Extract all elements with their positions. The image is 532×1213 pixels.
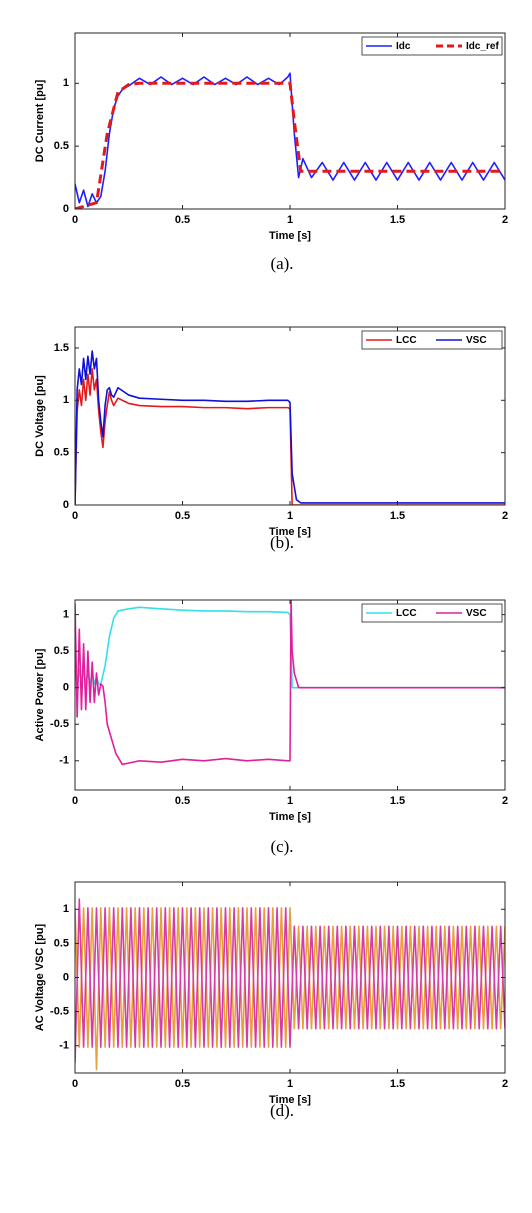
plot-area — [75, 72, 505, 209]
y-axis-label: DC Voltage [pu] — [34, 375, 46, 457]
x-tick-label: 0.5 — [175, 1078, 190, 1090]
x-tick-label: 2 — [502, 1078, 508, 1090]
caption: (d). — [270, 1101, 294, 1120]
x-tick-label: 0 — [72, 510, 78, 522]
legend-label: LCC — [396, 608, 417, 619]
x-tick-label: 1.5 — [390, 214, 405, 226]
y-tick-label: 0 — [63, 499, 69, 511]
y-tick-label: 1 — [63, 609, 69, 621]
y-axis-label: AC Voltage VSC [pu] — [34, 923, 46, 1031]
plot-area — [75, 898, 505, 1071]
y-tick-label: 0 — [63, 971, 69, 983]
series-line — [75, 368, 505, 505]
series-line — [75, 600, 505, 766]
x-axis-label: Time [s] — [269, 230, 311, 242]
axes-frame — [74, 32, 506, 210]
y-tick-label: 0.5 — [54, 140, 69, 152]
legend-box — [361, 330, 503, 350]
x-tick-label: 1 — [287, 510, 293, 522]
legend-label: Idc_ref — [466, 41, 499, 52]
legend-box — [361, 36, 503, 56]
x-tick-label: 0 — [72, 214, 78, 226]
legend-box — [361, 603, 503, 623]
series-line — [75, 72, 505, 208]
x-tick-label: 0 — [72, 1078, 78, 1090]
x-tick-label: 1 — [287, 214, 293, 226]
y-axis-label: Active Power [pu] — [34, 648, 46, 741]
x-axis-label: Time [s] — [269, 526, 311, 538]
series-line — [75, 898, 505, 1063]
x-tick-label: 1.5 — [390, 795, 405, 807]
y-tick-label: 1 — [63, 394, 69, 406]
plot-area — [75, 600, 505, 766]
y-tick-label: 1 — [63, 903, 69, 915]
series-line — [75, 350, 505, 505]
y-tick-label: 0.5 — [54, 937, 69, 949]
y-tick-label: -1 — [59, 1040, 69, 1052]
series-line — [75, 81, 505, 209]
y-tick-label: 0 — [63, 682, 69, 694]
series-line — [75, 907, 505, 1071]
y-tick-label: 1 — [63, 77, 69, 89]
x-tick-label: 1 — [287, 1078, 293, 1090]
y-tick-label: -0.5 — [50, 718, 69, 730]
y-tick-label: 0.5 — [54, 645, 69, 657]
x-tick-label: 0.5 — [175, 214, 190, 226]
x-tick-label: 2 — [502, 214, 508, 226]
plot-area — [75, 350, 505, 505]
legend-label: VSC — [466, 608, 487, 619]
x-tick-label: 2 — [502, 510, 508, 522]
x-tick-label: 0.5 — [175, 510, 190, 522]
y-tick-label: -1 — [59, 755, 69, 767]
y-tick-label: -0.5 — [50, 1006, 69, 1018]
caption: (c). — [270, 837, 293, 856]
legend-label: LCC — [396, 335, 417, 346]
x-tick-label: 1.5 — [390, 1078, 405, 1090]
x-tick-label: 1.5 — [390, 510, 405, 522]
x-tick-label: 1 — [287, 795, 293, 807]
legend-label: VSC — [466, 335, 487, 346]
x-axis-label: Time [s] — [269, 1094, 311, 1106]
y-tick-label: 0 — [63, 203, 69, 215]
legend-label: Idc — [396, 41, 411, 52]
x-tick-label: 2 — [502, 795, 508, 807]
x-axis-label: Time [s] — [269, 811, 311, 823]
x-tick-label: 0.5 — [175, 795, 190, 807]
caption: (a). — [270, 254, 293, 273]
y-tick-label: 0.5 — [54, 447, 69, 459]
y-axis-label: DC Current [pu] — [34, 79, 46, 162]
caption: (b). — [270, 533, 294, 552]
x-tick-label: 0 — [72, 795, 78, 807]
y-tick-label: 1.5 — [54, 342, 69, 354]
